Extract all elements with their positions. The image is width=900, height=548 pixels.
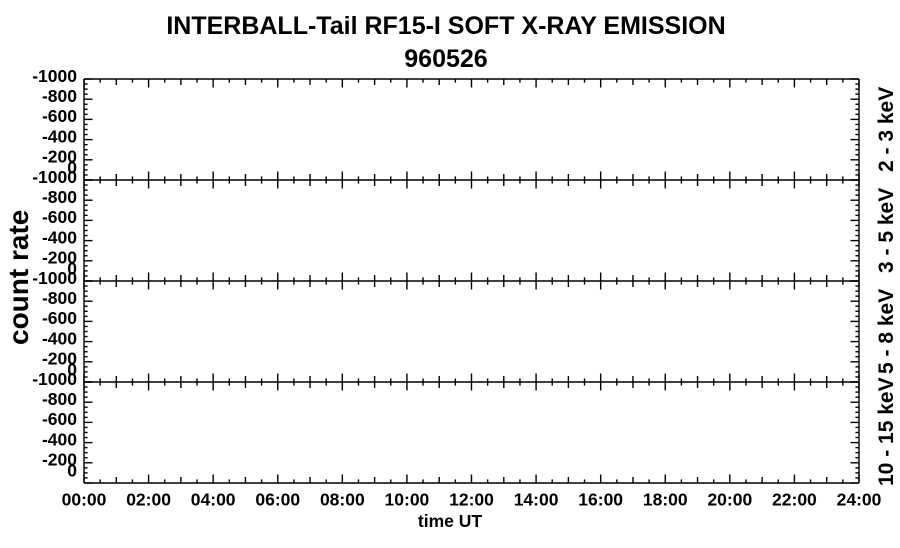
svg-text:02:00: 02:00 xyxy=(126,490,171,510)
svg-text:10:00: 10:00 xyxy=(385,490,430,510)
svg-text:0: 0 xyxy=(67,461,77,481)
svg-text:-1000: -1000 xyxy=(32,167,77,187)
svg-text:-800: -800 xyxy=(42,288,77,308)
svg-text:-600: -600 xyxy=(42,106,77,126)
svg-text:08:00: 08:00 xyxy=(320,490,365,510)
svg-text:12:00: 12:00 xyxy=(449,490,494,510)
svg-text:-800: -800 xyxy=(42,389,77,409)
svg-text:-600: -600 xyxy=(42,207,77,227)
svg-text:-600: -600 xyxy=(42,308,77,328)
svg-text:18:00: 18:00 xyxy=(643,490,688,510)
svg-text:-800: -800 xyxy=(42,86,77,106)
svg-text:-400: -400 xyxy=(42,227,77,247)
svg-text:20:00: 20:00 xyxy=(707,490,752,510)
svg-text:-600: -600 xyxy=(42,409,77,429)
svg-text:06:00: 06:00 xyxy=(255,490,300,510)
svg-text:-400: -400 xyxy=(42,429,77,449)
svg-text:16:00: 16:00 xyxy=(578,490,623,510)
svg-text:00:00: 00:00 xyxy=(62,490,107,510)
svg-text:-800: -800 xyxy=(42,187,77,207)
svg-text:24:00: 24:00 xyxy=(837,490,882,510)
svg-text:-400: -400 xyxy=(42,328,77,348)
svg-text:04:00: 04:00 xyxy=(191,490,236,510)
svg-text:-1000: -1000 xyxy=(32,369,77,389)
svg-text:-400: -400 xyxy=(42,126,77,146)
svg-text:14:00: 14:00 xyxy=(514,490,559,510)
svg-text:-1000: -1000 xyxy=(32,268,77,288)
svg-text:22:00: 22:00 xyxy=(772,490,817,510)
